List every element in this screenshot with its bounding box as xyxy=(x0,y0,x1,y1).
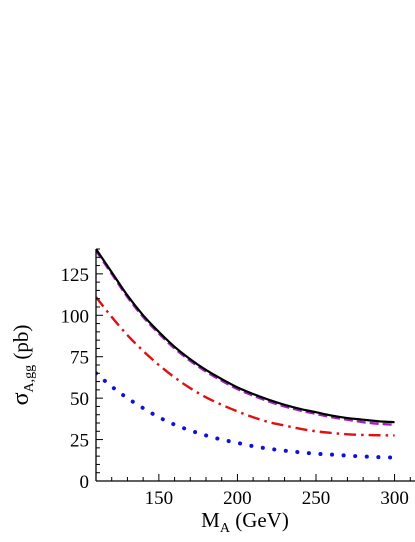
y-axis-title-unit: (pb) xyxy=(9,325,33,365)
axis-layer: 0 25 50 75 100 125 150 200 250 300 xyxy=(61,249,415,509)
x-tick-label: 200 xyxy=(223,488,252,509)
x-axis-title-unit: (GeV) xyxy=(230,508,289,532)
x-tick-label: 300 xyxy=(380,488,409,509)
y-tick-label: 100 xyxy=(61,306,90,327)
y-tick-label: 75 xyxy=(70,348,89,369)
x-axis-title-symbol: M xyxy=(201,508,220,532)
y-axis-title-subscript: A,gg xyxy=(22,365,37,393)
y-tick-label: 25 xyxy=(70,431,89,452)
y-tick-label: 125 xyxy=(61,265,90,286)
series-line-dashdot xyxy=(96,297,395,435)
x-axis-title: MA (GeV) xyxy=(201,508,289,536)
x-tick-label: 150 xyxy=(145,488,174,509)
series-layer xyxy=(96,249,395,458)
x-tick-label: 250 xyxy=(302,488,331,509)
y-tick-label: 0 xyxy=(80,472,90,493)
series-line-dashed xyxy=(96,251,395,425)
series-line-dotted xyxy=(96,373,395,457)
y-axis-title-symbol: σ xyxy=(8,392,34,405)
y-tick-label: 50 xyxy=(70,389,89,410)
series-line-solid xyxy=(96,249,395,422)
y-axis-title: σA,gg (pb) xyxy=(8,325,37,406)
